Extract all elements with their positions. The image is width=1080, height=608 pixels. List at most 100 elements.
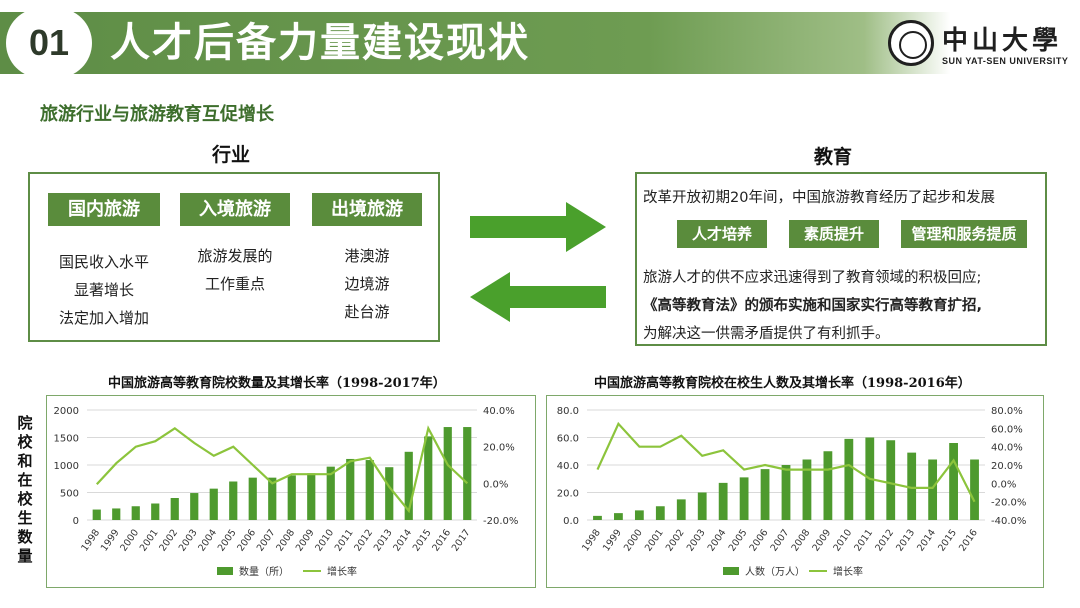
x-tick-label: 2003 bbox=[685, 527, 708, 553]
bar bbox=[112, 508, 121, 520]
bar bbox=[760, 469, 770, 520]
bar bbox=[151, 503, 160, 520]
side-label-char: 量 bbox=[17, 547, 33, 565]
bar bbox=[970, 459, 979, 520]
bar bbox=[593, 515, 602, 520]
x-tick-label: 2014 bbox=[391, 527, 414, 553]
logo-english-name: SUN YAT-SEN UNIVERSITY bbox=[942, 56, 1069, 66]
education-line-3: 为解决这一供需矛盾提供了有利抓手。 bbox=[643, 326, 890, 342]
x-tick-label: 2005 bbox=[727, 527, 750, 553]
x-tick-label: 2004 bbox=[706, 527, 729, 553]
bar bbox=[634, 510, 644, 520]
desc-line: 赴台游 bbox=[344, 303, 390, 321]
x-tick-label: 2002 bbox=[664, 527, 687, 553]
x-tick-label: 2009 bbox=[810, 527, 833, 553]
arrow-left-icon bbox=[470, 272, 606, 322]
bar bbox=[209, 488, 218, 520]
growth-rate-line bbox=[95, 425, 469, 514]
x-tick-label: 2004 bbox=[196, 527, 219, 553]
x-tick-label: 2002 bbox=[157, 527, 180, 553]
desc-line: 边境游 bbox=[344, 275, 390, 293]
x-tick-label: 2015 bbox=[411, 527, 434, 553]
bar bbox=[248, 477, 257, 520]
bar bbox=[781, 465, 791, 520]
university-logo: 中山大學 SUN YAT-SEN UNIVERSITY bbox=[888, 20, 1068, 72]
bar bbox=[365, 460, 374, 520]
side-label: 院校和在校生数量 bbox=[14, 414, 36, 566]
section-number: 01 bbox=[6, 8, 92, 78]
side-label-char: 和 bbox=[17, 452, 33, 470]
y-left-tick-label: 500 bbox=[60, 489, 79, 500]
bar bbox=[823, 451, 833, 520]
x-tick-label: 2017 bbox=[450, 527, 473, 553]
bar bbox=[268, 477, 277, 520]
header: 01 人才后备力量建设现状 中山大學 SUN YAT-SEN UNIVERSIT… bbox=[0, 0, 1080, 86]
x-tick-label: 2001 bbox=[138, 527, 161, 553]
x-tick-label: 2015 bbox=[936, 527, 959, 553]
x-tick-label: 2011 bbox=[852, 527, 875, 553]
x-tick-label: 2008 bbox=[274, 527, 297, 553]
bar bbox=[170, 498, 179, 520]
logo-chinese-name: 中山大學 bbox=[942, 26, 1063, 56]
x-tick-label: 2016 bbox=[957, 527, 980, 553]
desc-line: 国民收入水平 bbox=[58, 253, 149, 271]
arrow-right-icon bbox=[470, 202, 606, 252]
domestic-tourism-tag: 国内旅游 bbox=[48, 193, 160, 226]
y-right-tick-label: 0.0% bbox=[991, 479, 1016, 490]
chart-1-title: 中国旅游高等教育院校数量及其增长率（1998-2017年） bbox=[108, 376, 446, 391]
x-tick-label: 2009 bbox=[294, 527, 317, 553]
x-tick-label: 1998 bbox=[79, 527, 102, 553]
bar bbox=[229, 481, 238, 520]
y-right-tick-label: 0.0% bbox=[483, 479, 508, 490]
x-tick-label: 2010 bbox=[313, 527, 336, 553]
bar bbox=[463, 427, 472, 520]
side-label-char: 在 bbox=[17, 471, 33, 489]
bar bbox=[907, 452, 917, 520]
x-tick-label: 2006 bbox=[235, 527, 258, 553]
x-tick-label: 1999 bbox=[601, 527, 624, 553]
y-right-tick-label: 40.0% bbox=[483, 406, 515, 417]
inbound-tourism-tag: 入境旅游 bbox=[180, 193, 290, 226]
bar bbox=[718, 482, 728, 520]
bar bbox=[844, 438, 854, 520]
legend-bar-label: 人数（万人） bbox=[745, 565, 805, 578]
y-left-tick-label: 80.0 bbox=[557, 406, 579, 417]
bar bbox=[697, 492, 707, 520]
industry-box: 国内旅游 入境旅游 出境旅游 国民收入水平 显著增长 法定加入增加 旅游发展的 … bbox=[28, 172, 440, 342]
bar bbox=[886, 440, 896, 520]
x-tick-label: 2008 bbox=[790, 527, 813, 553]
inbound-tourism-desc: 旅游发展的 工作重点 bbox=[176, 242, 294, 298]
bar bbox=[739, 477, 749, 520]
x-tick-label: 2012 bbox=[352, 527, 375, 553]
bar bbox=[404, 451, 413, 520]
x-tick-label: 1998 bbox=[580, 527, 603, 553]
y-right-tick-label: 20.0% bbox=[483, 443, 515, 454]
chart-1-svg: 0 500 1000 1500 2000 -20.0% 0.0% 20.0% 40.0% 1998… bbox=[54, 406, 519, 578]
x-tick-label: 2014 bbox=[915, 527, 938, 553]
bar bbox=[190, 493, 199, 520]
education-line-2: 《高等教育法》的颁布实施和国家实行高等教育扩招, bbox=[643, 298, 983, 314]
y-left-tick-label: 0.0 bbox=[563, 516, 579, 527]
side-label-char: 校 bbox=[17, 490, 33, 508]
bar bbox=[676, 499, 686, 520]
y-right-tick-label: -40.0% bbox=[991, 516, 1026, 527]
chart-2-title: 中国旅游高等教育院校在校生人数及其增长率（1998-2016年） bbox=[594, 376, 971, 391]
legend-bar-swatch bbox=[217, 567, 233, 575]
outbound-tourism-tag: 出境旅游 bbox=[312, 193, 422, 226]
y-left-tick-label: 2000 bbox=[54, 406, 79, 417]
y-right-tick-label: -20.0% bbox=[991, 498, 1026, 509]
education-label: 教育 bbox=[814, 146, 853, 168]
x-tick-label: 2013 bbox=[894, 527, 917, 553]
university-seal-icon bbox=[888, 20, 934, 66]
x-tick-label: 2011 bbox=[333, 527, 356, 553]
y-left-tick-label: 40.0 bbox=[557, 461, 579, 472]
y-right-tick-label: 60.0% bbox=[991, 424, 1023, 435]
x-tick-label: 1999 bbox=[99, 527, 122, 553]
legend-bar-swatch bbox=[723, 567, 739, 575]
x-tick-label: 2010 bbox=[831, 527, 854, 553]
legend-bar-label: 数量（所） bbox=[239, 565, 289, 578]
bar bbox=[92, 509, 101, 520]
management-service-tag: 管理和服务提质 bbox=[901, 220, 1027, 248]
outbound-tourism-desc: 港澳游 边境游 赴台游 bbox=[312, 242, 422, 326]
education-intro: 改革开放初期20年间，中国旅游教育经历了起步和发展 bbox=[643, 190, 995, 206]
